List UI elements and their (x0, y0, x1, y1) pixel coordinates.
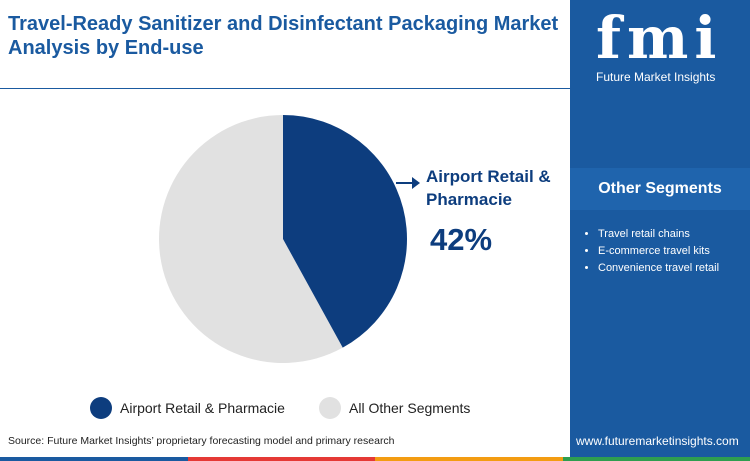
value-label: 42% (430, 222, 493, 257)
sidebar (570, 0, 750, 461)
legend-item: Airport Retail & Pharmacie (90, 397, 285, 419)
website: www.futuremarketinsights.com (576, 434, 739, 448)
sidebar-item: E-commerce travel kits (598, 243, 719, 260)
pie-slice (283, 115, 407, 348)
chart (158, 115, 420, 363)
legend-label: All Other Segments (349, 400, 471, 416)
legend-item: All Other Segments (319, 397, 470, 419)
legend-label: Airport Retail & Pharmacie (120, 400, 285, 416)
pie-slice (158, 115, 343, 363)
legend-swatch (319, 397, 341, 419)
color-strip (0, 457, 750, 461)
sidebar-item: Convenience travel retail (598, 260, 719, 277)
sidebar-list: Travel retail chains E-commerce travel k… (584, 226, 719, 277)
annotation-label: Airport Retail & Pharmacie (426, 167, 551, 209)
brand: Future Market Insights (596, 70, 716, 84)
title: Travel-Ready Sanitizer and Disinfectant … (8, 13, 559, 59)
arrow-head (412, 177, 420, 189)
logo: fmi (596, 4, 723, 72)
title-rule (0, 88, 570, 89)
legend-swatch (90, 397, 112, 419)
sidebar-item: Travel retail chains (598, 226, 719, 243)
sidebar-heading: Other Segments (570, 168, 750, 210)
source: Source: Future Market Insights’ propriet… (8, 435, 395, 447)
